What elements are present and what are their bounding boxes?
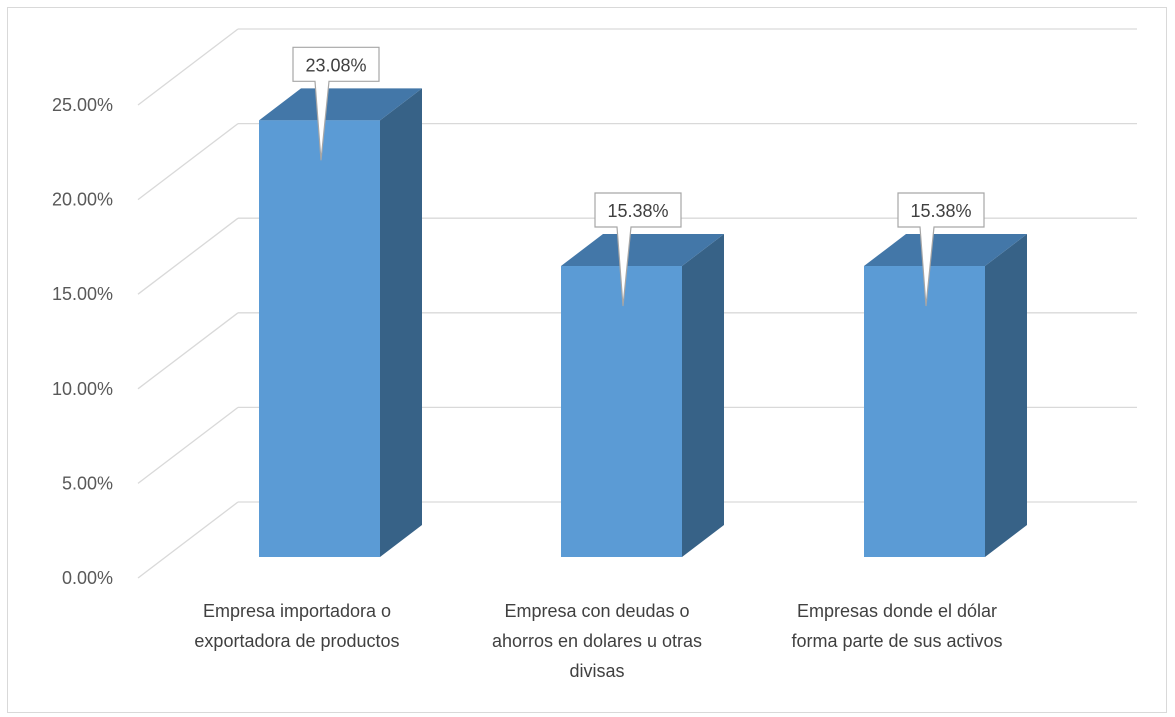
data-label-text: 23.08% — [305, 55, 366, 75]
category-label-line: divisas — [569, 661, 624, 681]
category-label-line: ahorros en dolares u otras — [492, 631, 702, 651]
data-label-callout — [897, 192, 985, 307]
bar-front — [259, 120, 380, 557]
category-label-line: Empresa con deudas o — [504, 601, 689, 621]
category-label-line: Empresas donde el dólar — [797, 601, 997, 621]
category-labels: Empresa importadora o exportadora de prod… — [194, 601, 1002, 681]
bar-front — [864, 266, 985, 557]
bars — [259, 88, 1027, 557]
data-label: 23.08% — [292, 46, 380, 161]
category-label-line: forma parte de sus activos — [791, 631, 1002, 651]
y-tick-label: 20.00% — [52, 190, 113, 210]
gridline — [137, 28, 1137, 106]
category-label-line: exportadora de productos — [194, 631, 399, 651]
category-label: Empresas donde el dólar forma parte de su… — [791, 601, 1002, 651]
bar-top — [561, 234, 724, 267]
data-label-text: 15.38% — [607, 201, 668, 221]
y-tick-label: 5.00% — [62, 473, 113, 493]
bar-top — [864, 234, 1027, 267]
y-tick-label: 0.00% — [62, 568, 113, 588]
category-label: Empresa con deudas o ahorros en dolares u… — [492, 601, 702, 681]
y-tick-label: 10.00% — [52, 379, 113, 399]
data-label: 15.38% — [594, 192, 682, 307]
category-label: Empresa importadora o exportadora de prod… — [194, 601, 399, 651]
y-axis-tick-labels: 0.00% 5.00% 10.00% 15.00% 20.00% 25.00% — [52, 95, 113, 588]
y-tick-label: 25.00% — [52, 95, 113, 115]
bar — [561, 234, 724, 557]
y-tick-label: 15.00% — [52, 284, 113, 304]
bar-side — [985, 234, 1027, 557]
data-label-callout — [292, 46, 380, 161]
bar-top — [259, 88, 422, 121]
data-label-text: 15.38% — [910, 201, 971, 221]
category-label-line: Empresa importadora o — [203, 601, 391, 621]
bar-side — [682, 234, 724, 557]
data-label-callout — [594, 192, 682, 307]
bar — [864, 234, 1027, 557]
bar-side — [380, 88, 422, 557]
bar — [259, 88, 422, 557]
bar-front — [561, 266, 682, 557]
data-labels: 23.08% 15.38% 15.38% — [292, 46, 985, 307]
data-label: 15.38% — [897, 192, 985, 307]
